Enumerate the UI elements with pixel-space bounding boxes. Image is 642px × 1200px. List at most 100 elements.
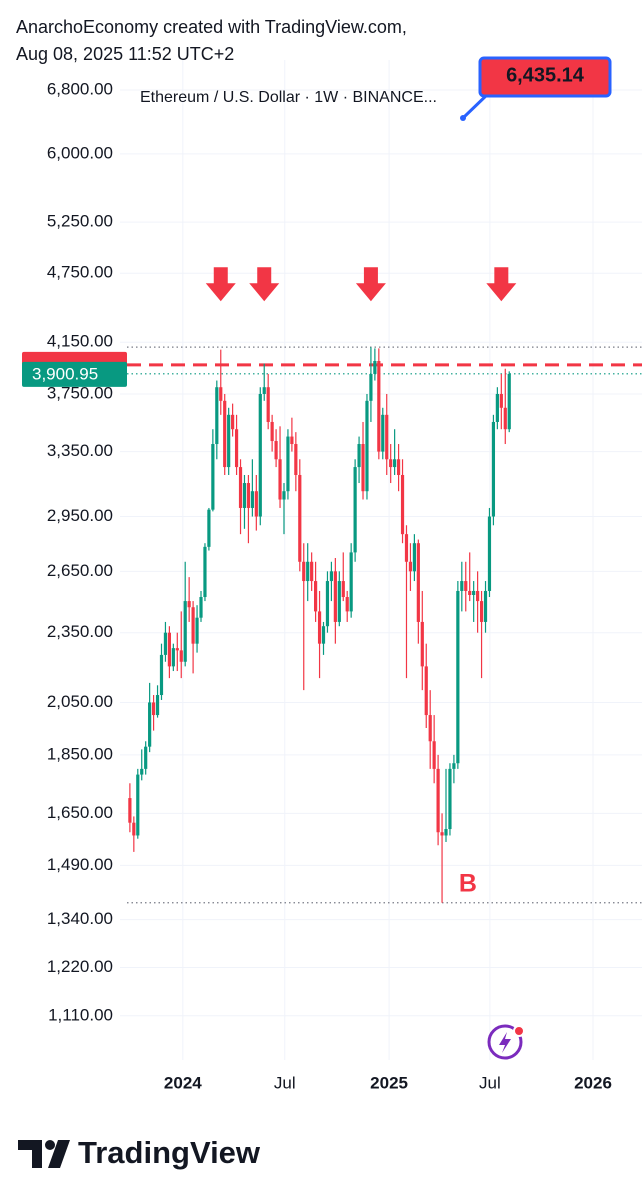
candle-body	[199, 597, 203, 618]
candle-body	[163, 632, 168, 655]
candle-body	[282, 491, 286, 500]
candle-body	[132, 822, 136, 836]
candle-body	[408, 561, 413, 572]
y-tick-label: 1,650.00	[47, 803, 113, 822]
candle-body	[310, 561, 314, 582]
candle-body	[381, 414, 385, 452]
candle-body	[187, 601, 191, 608]
candle-body	[448, 768, 452, 830]
candle-body	[290, 436, 294, 445]
price-tag-label: 3,900.95	[32, 364, 98, 383]
candle-body	[440, 832, 444, 836]
candle-body	[333, 571, 337, 622]
candle-body	[128, 798, 132, 823]
candle-body	[393, 459, 397, 468]
candle-body	[460, 581, 464, 591]
candle-body	[404, 534, 409, 562]
header-line: AnarchoEconomy created with TradingView.…	[16, 17, 407, 37]
y-tick-label: 1,850.00	[47, 744, 113, 763]
candle-body	[231, 414, 235, 430]
candle-body	[491, 421, 496, 517]
y-tick-label: 6,000.00	[47, 143, 113, 162]
y-tick-label: 2,350.00	[47, 622, 113, 641]
logo-shape	[48, 1140, 70, 1168]
candle-body	[223, 400, 227, 468]
candle-body	[499, 393, 503, 408]
x-tick-label: Jul	[274, 1073, 296, 1092]
candle-body	[306, 561, 310, 582]
candle-body	[428, 715, 432, 742]
candle-body	[483, 590, 488, 622]
y-tick-label: 5,250.00	[47, 212, 113, 231]
y-tick-label: 1,490.00	[47, 855, 113, 874]
y-tick-label: 1,220.00	[47, 957, 113, 976]
candle-body	[317, 611, 322, 644]
candle-body	[207, 509, 211, 547]
candle-body	[357, 444, 361, 468]
candle-body	[144, 746, 148, 769]
candle-body	[136, 774, 140, 836]
candle-body	[314, 581, 318, 612]
candle-body	[432, 741, 436, 769]
candle-body	[294, 444, 298, 475]
icon-bolt	[499, 1032, 511, 1053]
chart-title: Ethereum / U.S. Dollar · 1W · BINANCE...	[140, 89, 437, 106]
header-line: Aug 08, 2025 11:52 UTC+2	[16, 44, 234, 64]
candle-body	[396, 459, 401, 475]
candle-body	[507, 373, 511, 430]
candle-body	[349, 552, 353, 612]
candle-body	[167, 632, 171, 667]
footer-brand: TradingView	[78, 1135, 261, 1170]
callout-box	[478, 56, 612, 98]
candle-body	[487, 516, 492, 591]
logo-shape	[45, 1140, 55, 1150]
y-tick-label: 4,750.00	[47, 263, 113, 282]
candle-body	[495, 393, 499, 422]
y-tick-label: 1,340.00	[47, 909, 113, 928]
candle-body	[424, 666, 428, 716]
candle-body	[345, 597, 349, 612]
candle-body	[242, 483, 247, 508]
candle-body	[420, 621, 424, 667]
candle-body	[412, 543, 416, 572]
candle-body	[286, 436, 290, 492]
candle-body	[266, 387, 270, 422]
down-arrow	[355, 267, 386, 302]
candle-body	[373, 361, 377, 374]
candle-body	[258, 393, 262, 517]
y-tick-label: 2,050.00	[47, 692, 113, 711]
candle-body	[385, 414, 389, 460]
candle-body	[329, 571, 334, 582]
candle-body	[238, 467, 243, 508]
y-tick-label: 3,750.00	[47, 383, 113, 402]
candle-body	[254, 491, 258, 517]
candle-body	[140, 768, 144, 775]
icon-ring	[487, 1024, 523, 1060]
candle-body	[341, 581, 345, 598]
candle-body	[321, 626, 326, 644]
candle-body	[444, 829, 448, 836]
footer-logo: TradingView	[18, 1135, 261, 1170]
app-icon	[487, 1024, 525, 1060]
candle-body	[456, 590, 460, 764]
candle-body	[325, 581, 330, 627]
candle-body	[234, 429, 239, 468]
x-tick-label: Jul	[479, 1073, 501, 1092]
candle-body	[274, 441, 278, 460]
down-arrow	[249, 267, 280, 302]
plot: B	[127, 267, 642, 904]
candle-body	[151, 702, 156, 716]
logo-shape	[18, 1140, 42, 1168]
candle-body	[298, 474, 302, 562]
x-tick-label: 2026	[574, 1073, 612, 1092]
candle-body	[262, 387, 266, 394]
candle-body	[476, 590, 480, 602]
candle-body	[302, 561, 306, 582]
candle-body	[171, 648, 175, 667]
down-arrow	[205, 267, 236, 302]
x-tick-label: 2025	[370, 1073, 408, 1092]
candle-body	[250, 491, 254, 508]
candle-body	[215, 387, 219, 445]
icon-dot	[513, 1025, 525, 1037]
